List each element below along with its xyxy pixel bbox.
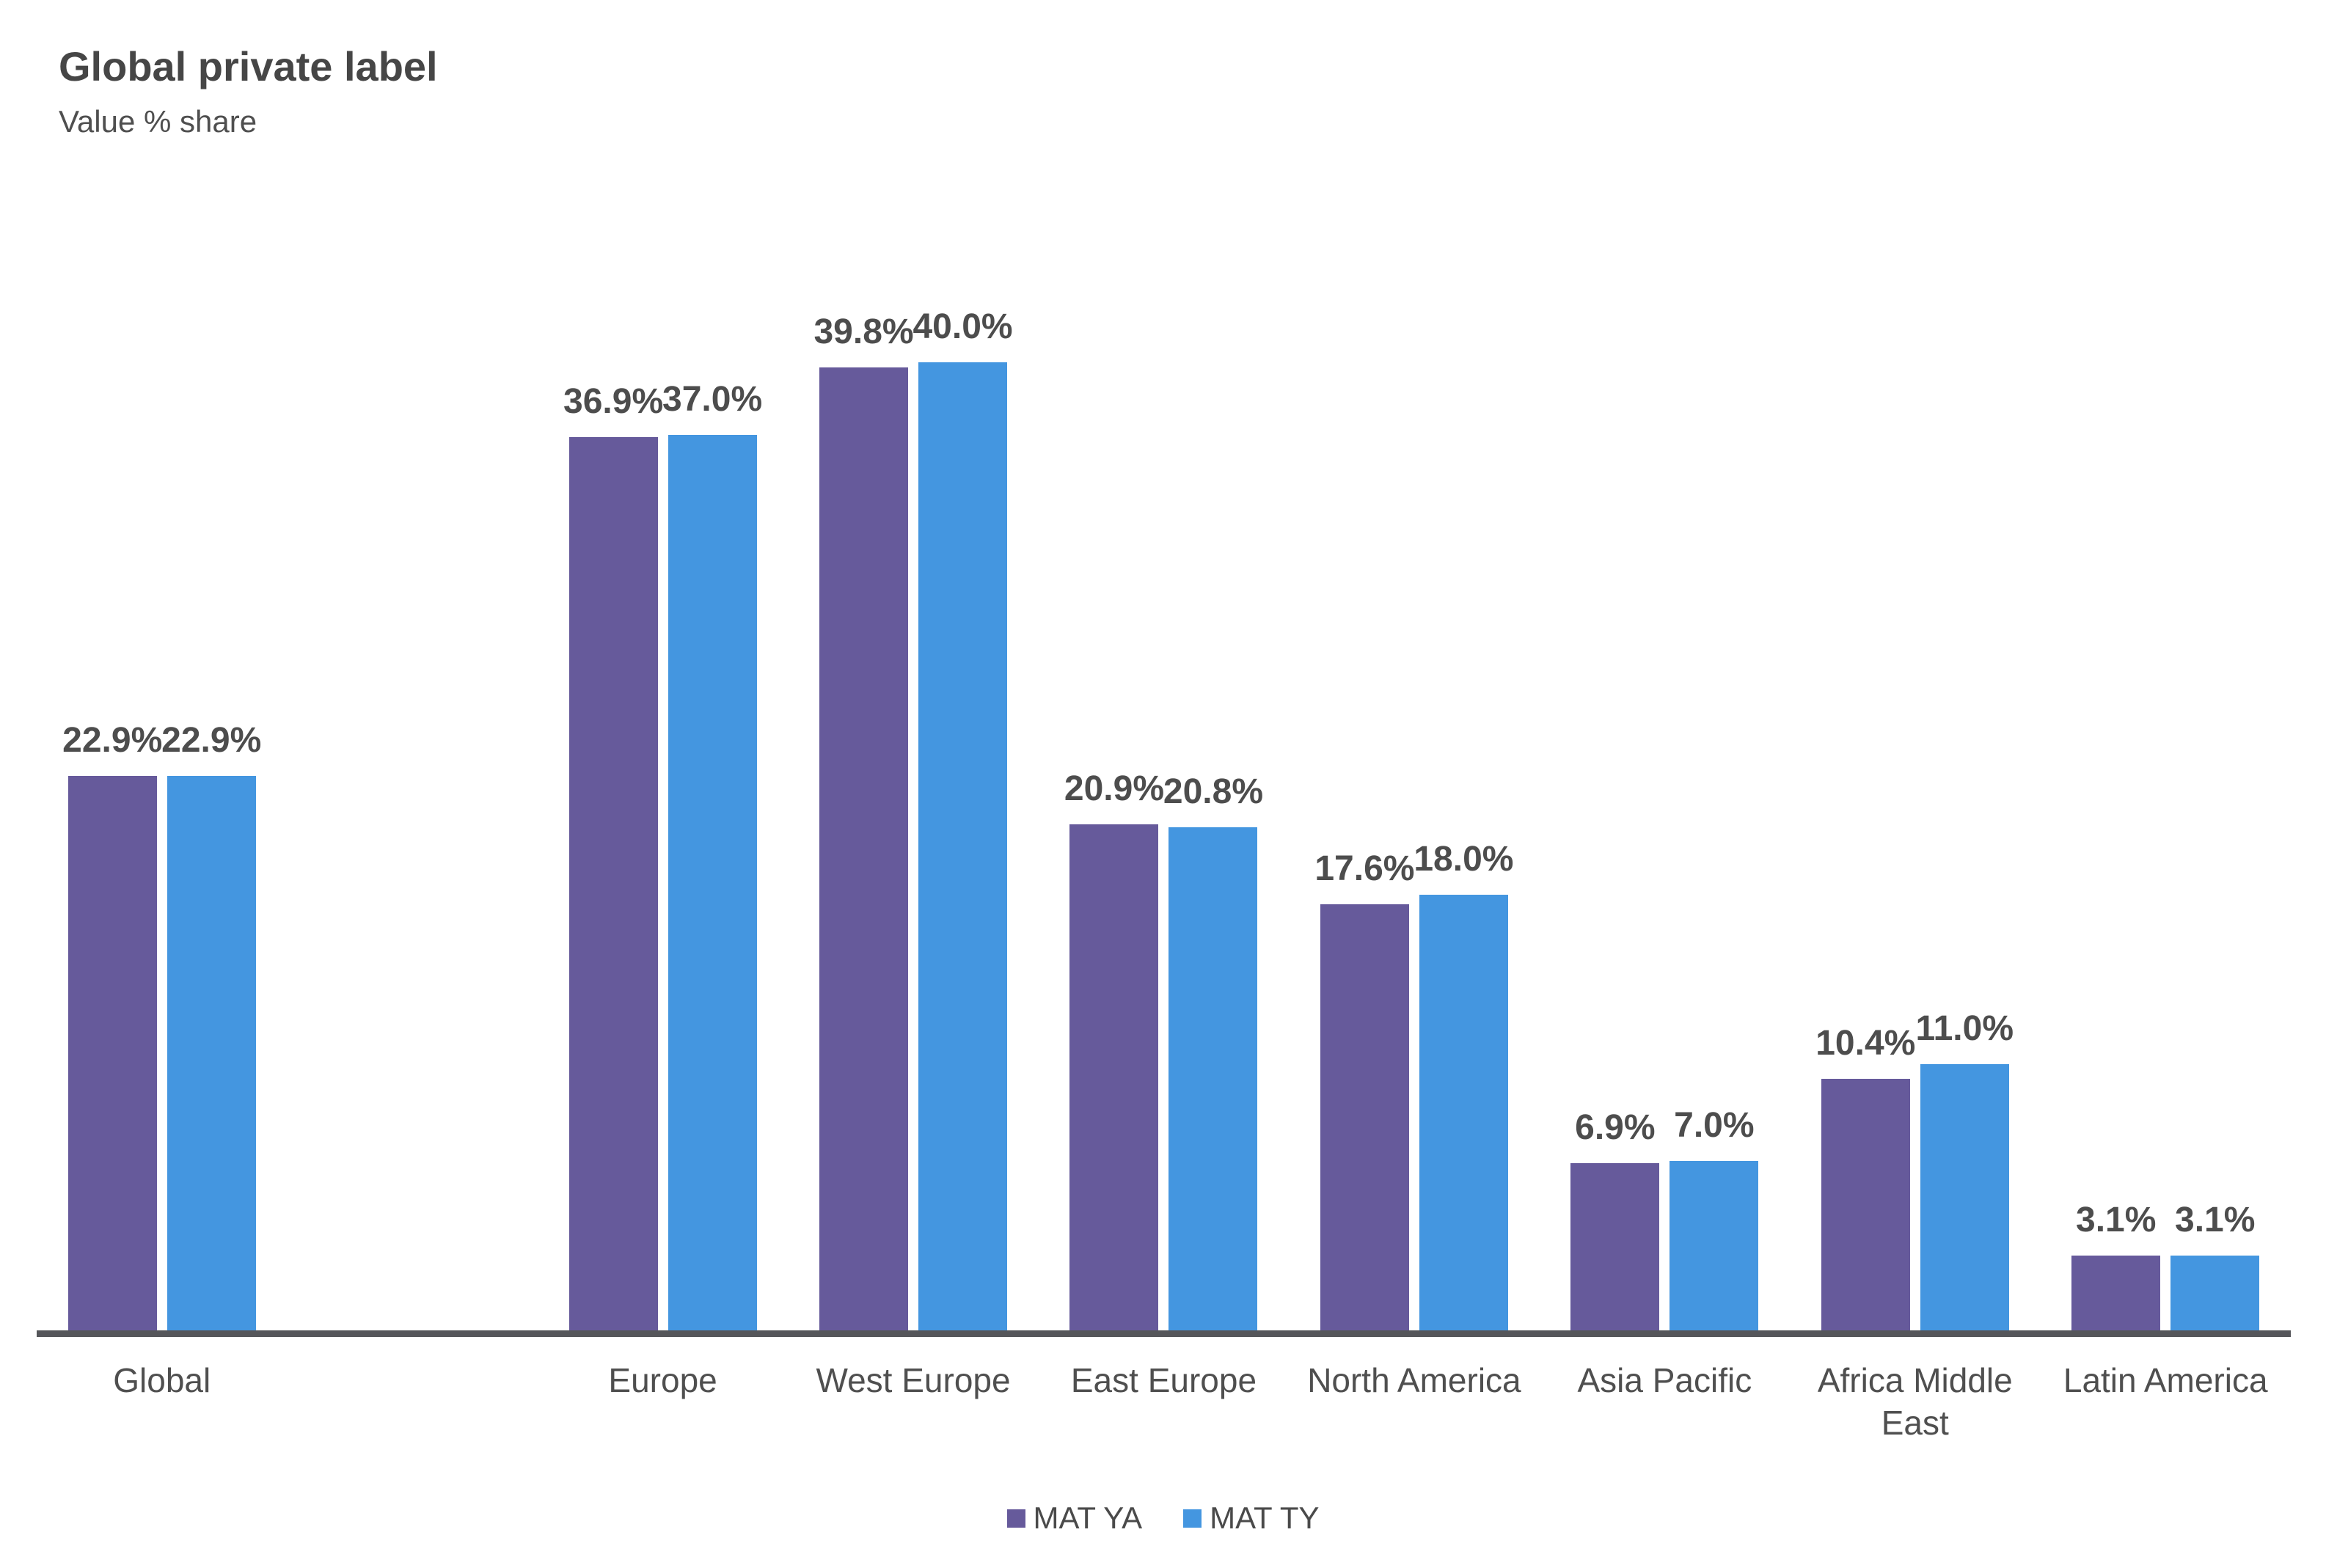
chart-subtitle: Value % share <box>59 104 257 139</box>
legend-swatch-mat-ty <box>1183 1509 1202 1528</box>
value-label-mat-ya-west-europe: 39.8% <box>813 312 914 351</box>
value-label-mat-ya-africa-middle-east: 10.4% <box>1815 1023 1916 1063</box>
bar-mat-ya-europe: 36.9% <box>563 382 663 1330</box>
category-slot-west-europe: 39.8% 40.0% <box>788 307 1038 1330</box>
category-slot-asia-pacific: 6.9% 7.0% <box>1540 362 1790 1330</box>
bar-mat-ty-east-europe: 20.8% <box>1163 772 1263 1330</box>
plot-area: 22.9% 22.9% 36.9% 37.0% 39.8% 40.0% 20.9% 20.8%… <box>37 307 2291 1330</box>
value-label-mat-ty-west-europe: 40.0% <box>913 307 1013 346</box>
bar-mat-ty-europe: 37.0% <box>662 380 762 1330</box>
value-label-mat-ty-north-america: 18.0% <box>1413 840 1514 879</box>
value-label-mat-ya-global: 22.9% <box>62 721 163 761</box>
bar-mat-ya-west-europe: 39.8% <box>813 312 914 1330</box>
bar-mat-ty-asia-pacific: 7.0% <box>1669 1106 1759 1330</box>
category-slot-africa-middle-east: 10.4% 11.0% <box>1790 362 2040 1330</box>
bar-mat-ty-africa-middle-east: 11.0% <box>1916 1009 2014 1330</box>
value-label-mat-ya-east-europe: 20.9% <box>1064 769 1165 809</box>
category-label-latin-america: Latin America <box>2063 1361 2268 1399</box>
category-labels-row: Global Europe West Europe East Europe North … <box>37 1359 2291 1445</box>
bar-mat-ya-global: 22.9% <box>62 721 162 1330</box>
category-label-east-europe: East Europe <box>1070 1361 1257 1399</box>
category-label-africa-middle-east: Africa Middle East <box>1817 1361 2013 1443</box>
bar-mat-ya-east-europe: 20.9% <box>1064 769 1164 1330</box>
legend: MAT YA MAT TY <box>0 1501 2326 1536</box>
legend-label-mat-ya: MAT YA <box>1033 1501 1143 1535</box>
value-label-mat-ty-europe: 37.0% <box>662 380 763 419</box>
category-label-asia-pacific: Asia Pacific <box>1577 1361 1752 1399</box>
category-label-empty <box>287 1359 537 1445</box>
bar-mat-ya-latin-america: 3.1% <box>2071 1201 2161 1330</box>
category-slot-latin-america: 3.1% 3.1% <box>2041 362 2291 1330</box>
category-slot-global: 22.9% 22.9% <box>37 362 287 1330</box>
category-slot-east-europe: 20.9% 20.8% <box>1039 362 1289 1330</box>
bar-mat-ya-asia-pacific: 6.9% <box>1570 1108 1660 1330</box>
category-slot-europe: 36.9% 37.0% <box>538 362 788 1330</box>
bar-mat-ya-africa-middle-east: 10.4% <box>1815 1024 1915 1330</box>
category-label-global: Global <box>113 1361 211 1399</box>
bar-mat-ya-north-america: 17.6% <box>1314 849 1414 1330</box>
category-label-europe: Europe <box>608 1361 717 1399</box>
x-axis-line <box>37 1330 2291 1337</box>
value-label-mat-ty-asia-pacific: 7.0% <box>1674 1106 1755 1145</box>
value-label-mat-ty-global: 22.9% <box>161 721 262 761</box>
bar-mat-ty-latin-america: 3.1% <box>2170 1201 2260 1330</box>
legend-label-mat-ty: MAT TY <box>1210 1501 1320 1535</box>
value-label-mat-ty-latin-america: 3.1% <box>2175 1200 2256 1239</box>
bar-mat-ty-west-europe: 40.0% <box>913 307 1013 1330</box>
legend-item-mat-ty: MAT TY <box>1183 1501 1319 1536</box>
value-label-mat-ty-africa-middle-east: 11.0% <box>1915 1009 2014 1048</box>
value-label-mat-ya-latin-america: 3.1% <box>2076 1200 2157 1239</box>
legend-swatch-mat-ya <box>1006 1509 1025 1528</box>
category-label-north-america: North America <box>1307 1361 1521 1399</box>
chart-title: Global private label <box>59 43 438 89</box>
value-label-mat-ya-asia-pacific: 6.9% <box>1575 1108 1656 1148</box>
category-slot-north-america: 17.6% 18.0% <box>1289 362 1539 1330</box>
value-label-mat-ty-east-europe: 20.8% <box>1163 772 1264 811</box>
value-label-mat-ya-north-america: 17.6% <box>1314 849 1415 889</box>
category-label-west-europe: West Europe <box>816 1361 1011 1399</box>
bar-mat-ty-global: 22.9% <box>161 721 261 1330</box>
bar-mat-ty-north-america: 18.0% <box>1413 840 1513 1330</box>
category-slot-empty <box>287 362 537 1330</box>
legend-item-mat-ya: MAT YA <box>1006 1501 1143 1536</box>
value-label-mat-ya-europe: 36.9% <box>563 382 664 422</box>
